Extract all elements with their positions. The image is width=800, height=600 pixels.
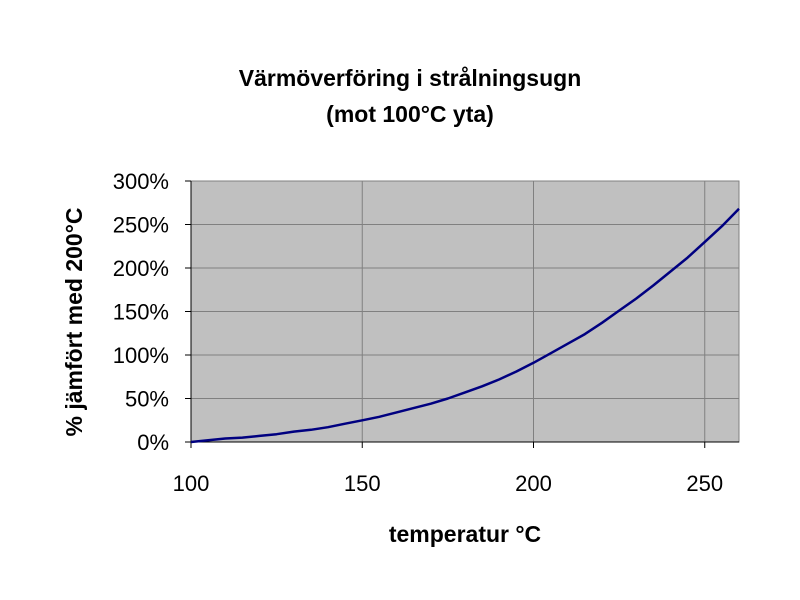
x-tick-label: 250 bbox=[686, 471, 723, 496]
y-axis-label: % jämfört med 200°C bbox=[61, 207, 87, 436]
x-axis-label: temperatur °C bbox=[389, 521, 541, 547]
chart-subtitle: (mot 100°C yta) bbox=[326, 101, 494, 127]
chart-title: Värmöverföring i strålningsugn bbox=[239, 65, 582, 91]
x-tick-label: 100 bbox=[173, 471, 210, 496]
y-tick-label: 50% bbox=[125, 387, 169, 412]
y-tick-label: 250% bbox=[113, 213, 169, 238]
y-tick-label: 200% bbox=[113, 256, 169, 281]
x-tick-label: 200 bbox=[515, 471, 552, 496]
y-tick-label: 100% bbox=[113, 343, 169, 368]
y-tick-label: 300% bbox=[113, 169, 169, 194]
x-tick-label: 150 bbox=[344, 471, 381, 496]
x-axis-ticks: 100 150 200 250 bbox=[173, 442, 723, 496]
series-line bbox=[190, 207, 740, 444]
y-tick-label: 150% bbox=[113, 300, 169, 325]
y-axis-ticks: 0% 50% 100% 150% 200% 250% 300% bbox=[113, 169, 191, 455]
grid-lines bbox=[191, 180, 739, 442]
y-tick-label: 0% bbox=[137, 430, 169, 455]
